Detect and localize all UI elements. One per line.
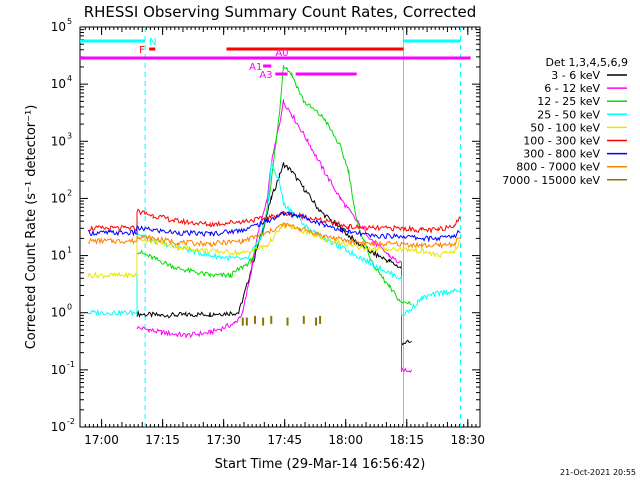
y-tick-label: 10 <box>51 420 66 434</box>
series-line-4 <box>87 222 461 280</box>
series-7000-15000-mark <box>262 317 265 326</box>
x-tick-label: 17:15 <box>145 433 180 447</box>
series-7000-15000-mark <box>319 315 322 324</box>
legend-label: 50 - 100 keV <box>530 121 600 134</box>
y-tick-label: 10 <box>51 20 66 34</box>
plot-frame <box>79 26 481 428</box>
x-axis-label: Start Time (29-Mar-14 16:56:42) <box>215 457 426 472</box>
series-line-3 <box>87 161 461 317</box>
y-tick-exponent: 4 <box>67 74 72 83</box>
flag-label-A0: A0 <box>275 48 288 59</box>
series-7000-15000-mark <box>253 315 256 324</box>
y-tick-exponent: -1 <box>67 360 75 369</box>
y-tick-exponent: 1 <box>67 246 72 255</box>
x-tick-label: 17:30 <box>206 433 241 447</box>
y-tick-label: 10 <box>51 363 66 377</box>
x-tick-label: 18:00 <box>328 433 363 447</box>
legend-header: Det 1,3,4,5,6,9 <box>545 56 628 69</box>
series-7000-15000-mark <box>302 315 305 324</box>
y-tick-exponent: 5 <box>67 17 72 26</box>
y-tick-exponent: -2 <box>67 417 75 426</box>
series-7000-15000-mark <box>315 317 318 326</box>
series-line-2 <box>136 65 412 305</box>
series-line-0 <box>136 162 412 346</box>
flag-label-A3: A3 <box>259 70 272 81</box>
legend-label: 3 - 6 keV <box>551 69 600 82</box>
x-tick-label: 18:30 <box>450 433 485 447</box>
y-tick-label: 10 <box>51 77 66 91</box>
series-line-6 <box>87 211 461 243</box>
series-7000-15000-mark <box>270 315 273 324</box>
x-tick-label: 18:15 <box>389 433 424 447</box>
y-tick-label: 10 <box>51 134 66 148</box>
legend-label: 100 - 300 keV <box>523 135 600 148</box>
y-axis-label: Corrected Count Rate (s⁻¹ detector⁻¹) <box>24 105 39 350</box>
series-7000-15000-mark <box>245 317 248 326</box>
y-tick-label: 10 <box>51 249 66 263</box>
series-7000-15000-mark <box>241 317 244 326</box>
series-layer <box>87 65 461 373</box>
y-tick-label: 10 <box>51 191 66 205</box>
y-tick-label: 10 <box>51 306 66 320</box>
flag-label-A1: A1 <box>249 62 262 73</box>
y-tick-exponent: 3 <box>67 131 72 140</box>
x-tick-label: 17:45 <box>267 433 302 447</box>
footer-date: 21-Oct-2021 20:55 <box>560 468 636 477</box>
legend-label: 12 - 25 keV <box>537 95 600 108</box>
flag-label-F: F <box>139 45 145 56</box>
flag-label-N: N <box>149 37 156 48</box>
series-line-7 <box>88 222 461 250</box>
legend-label: 6 - 12 keV <box>544 82 600 95</box>
x-tick-label: 17:00 <box>84 433 119 447</box>
legend-label: 7000 - 15000 keV <box>502 174 600 187</box>
legend-label: 25 - 50 keV <box>537 108 600 121</box>
y-tick-exponent: 0 <box>67 303 72 312</box>
legend-label: 300 - 800 keV <box>523 148 600 161</box>
series-line-5 <box>87 208 461 234</box>
legend-label: 800 - 7000 keV <box>516 161 600 174</box>
series-7000-15000-mark <box>286 317 289 326</box>
y-tick-exponent: 2 <box>67 188 72 197</box>
chart-title: RHESSI Observing Summary Count Rates, Co… <box>84 3 477 21</box>
